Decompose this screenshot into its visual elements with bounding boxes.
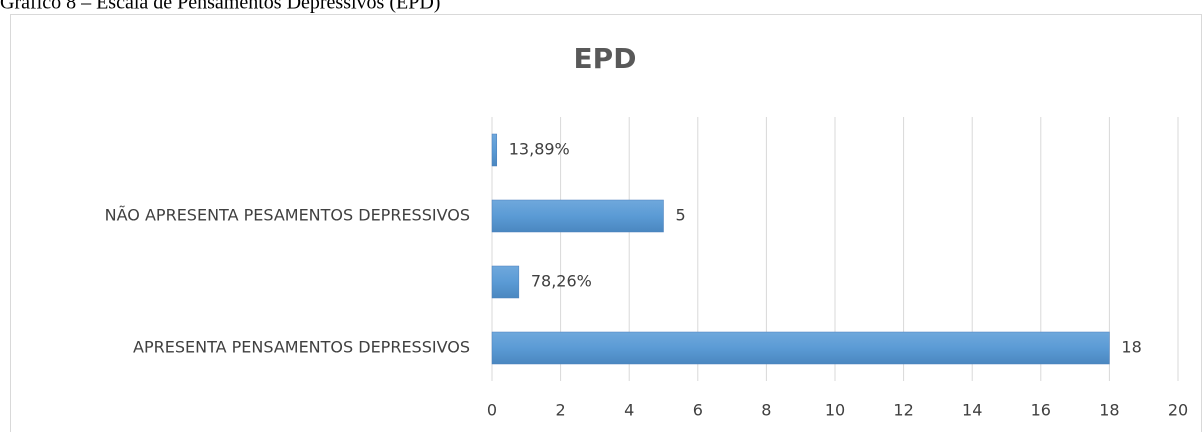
- x-tick-label: 2: [556, 401, 566, 420]
- bar: [491, 133, 498, 167]
- chart-title: EPD: [574, 42, 637, 75]
- bar: [491, 265, 520, 299]
- x-tick-label: 10: [825, 401, 845, 420]
- data-label: 5: [676, 206, 686, 225]
- x-tick-label: 4: [624, 401, 634, 420]
- caption: Gráfico 8 – Escala de Pensamentos Depres…: [0, 0, 440, 14]
- bar: [491, 199, 664, 233]
- x-tick-label: 18: [1099, 401, 1119, 420]
- data-label: 78,26%: [531, 272, 592, 291]
- x-tick-label: 12: [893, 401, 913, 420]
- x-tick-label: 20: [1168, 401, 1188, 420]
- bar: [491, 331, 1110, 365]
- data-label: 18: [1121, 338, 1141, 357]
- x-tick-label: 14: [962, 401, 982, 420]
- data-label: 13,89%: [509, 140, 570, 159]
- x-tick-label: 8: [761, 401, 771, 420]
- y-tick-label: NÃO APRESENTA PESAMENTOS DEPRESSIVOS: [105, 206, 470, 225]
- x-tick-label: 6: [693, 401, 703, 420]
- x-tick-label: 0: [487, 401, 497, 420]
- x-tick-label: 16: [1031, 401, 1051, 420]
- y-tick-label: APRESENTA PENSAMENTOS DEPRESSIVOS: [133, 338, 470, 357]
